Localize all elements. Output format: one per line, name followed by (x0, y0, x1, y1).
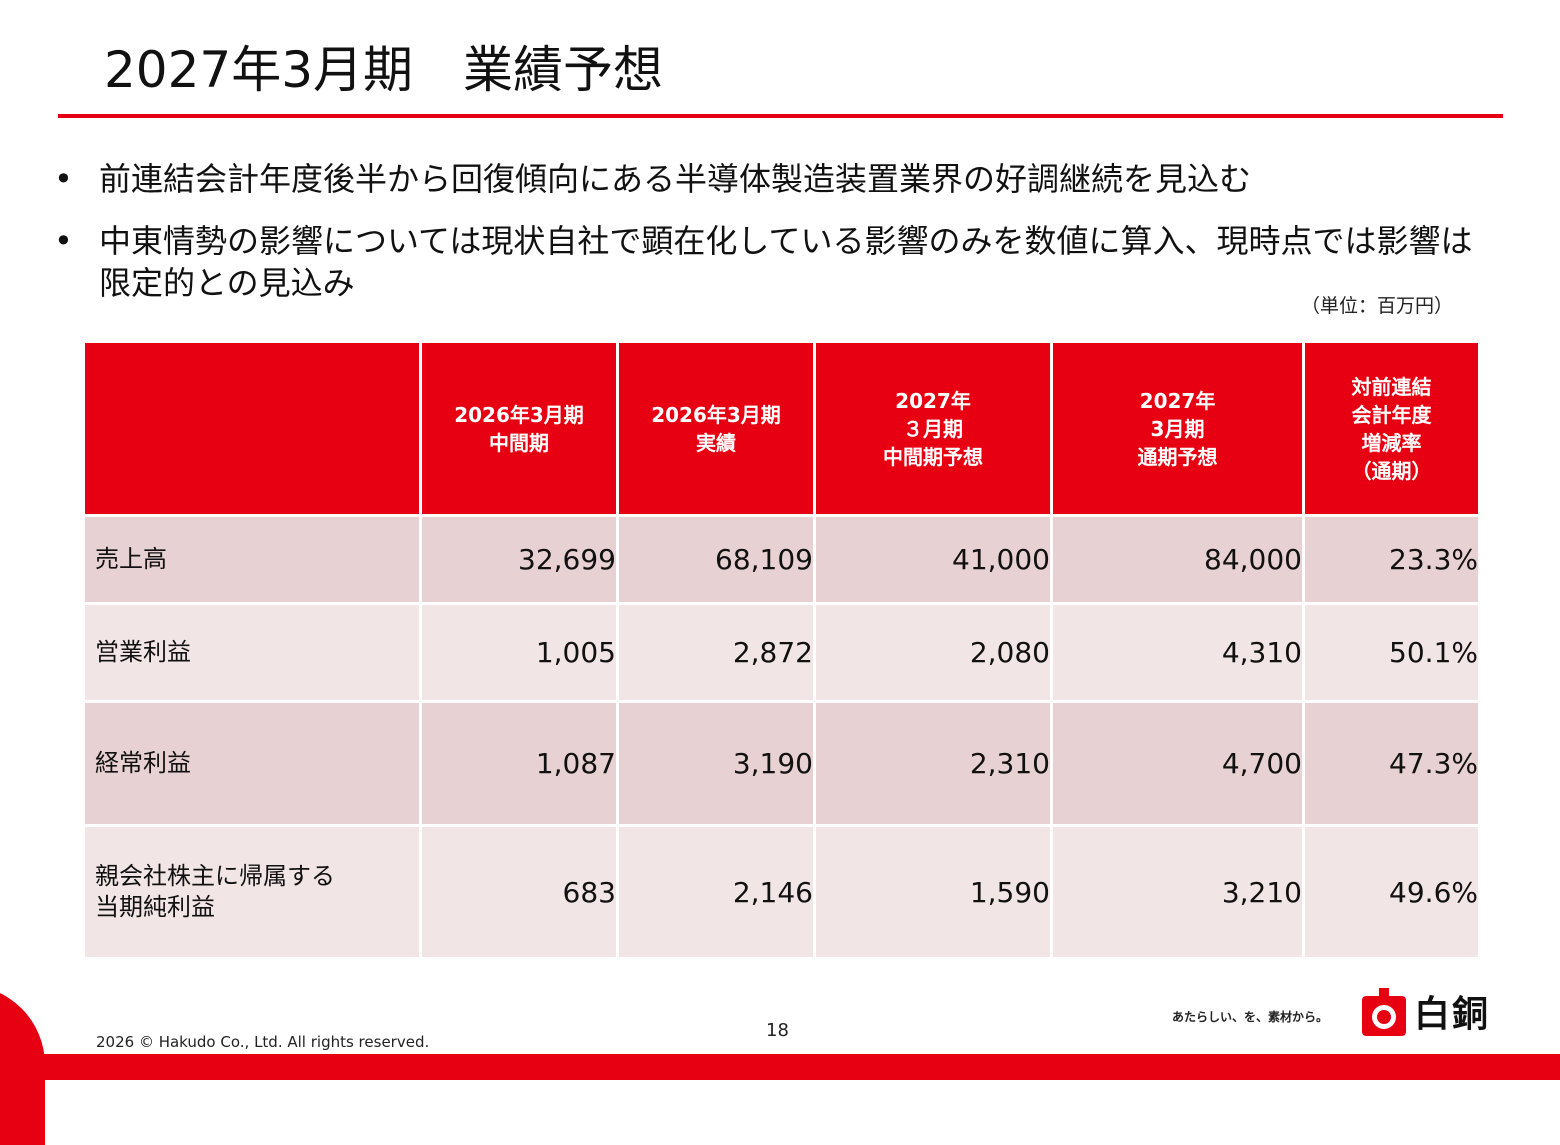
table-cell: 1,087 (419, 700, 619, 827)
table-cell: 683 (419, 824, 619, 960)
table-cell: 2,872 (616, 602, 816, 703)
table-cell: 4,310 (1050, 602, 1305, 703)
copyright-text: 2026 © Hakudo Co., Ltd. All rights reser… (96, 1033, 430, 1051)
bullet-dot: • (54, 160, 73, 198)
title-underline (58, 114, 1503, 118)
table-cell: 49.6% (1302, 824, 1481, 960)
table-cell: 2,080 (813, 602, 1053, 703)
bullet-dot: • (54, 222, 73, 260)
table-row: 経常利益 1,087 3,190 2,310 4,700 47.3% (82, 700, 1481, 827)
company-tagline: あたらしい、を、素材から。 (1172, 1010, 1329, 1024)
unit-note: （単位：百万円） (1300, 295, 1453, 317)
forecast-table: 2026年3月期 中間期 2026年3月期 実績 2027年 ３月期 中間期予想… (82, 340, 1481, 960)
page-number: 18 (766, 1020, 789, 1041)
table-cell: 84,000 (1050, 514, 1305, 605)
table-cell: 1,005 (419, 602, 619, 703)
bullet-list: • 前連結会計年度後半から回復傾向にある半導体製造装置業界の好調継続を見込む •… (50, 158, 1490, 324)
header-cell-fy2026-interim: 2026年3月期 中間期 (419, 340, 619, 517)
table-cell: 2,310 (813, 700, 1053, 827)
table-cell: 4,700 (1050, 700, 1305, 827)
bullet-item: • 前連結会計年度後半から回復傾向にある半導体製造装置業界の好調継続を見込む (50, 158, 1490, 200)
table-cell: 68,109 (616, 514, 816, 605)
header-cell-yoy-change: 対前連結 会計年度 増減率 （通期） (1302, 340, 1481, 517)
table-cell: 32,699 (419, 514, 619, 605)
table-cell: 1,590 (813, 824, 1053, 960)
header-cell-fy2026-actual: 2026年3月期 実績 (616, 340, 816, 517)
table-row: 売上高 32,699 68,109 41,000 84,000 23.3% (82, 514, 1481, 605)
table-cell: 2,146 (616, 824, 816, 960)
bullet-text: 中東情勢の影響については現状自社で顕在化している影響のみを数値に算入、現時点では… (99, 222, 1473, 302)
header-cell-empty (82, 340, 422, 517)
table-cell: 3,190 (616, 700, 816, 827)
header-cell-fy2027-full-forecast: 2027年 3月期 通期予想 (1050, 340, 1305, 517)
table-header-row: 2026年3月期 中間期 2026年3月期 実績 2027年 ３月期 中間期予想… (82, 340, 1481, 517)
row-label: 経常利益 (82, 700, 422, 827)
table-cell: 3,210 (1050, 824, 1305, 960)
table-cell: 47.3% (1302, 700, 1481, 827)
logo-text: 白銅 (1414, 994, 1491, 1035)
footer-bar (0, 1054, 1560, 1080)
page-title: 2027年3月期 業績予想 (104, 41, 664, 99)
bullet-item: • 中東情勢の影響については現状自社で顕在化している影響のみを数値に算入、現時点… (50, 220, 1490, 304)
table-cell: 41,000 (813, 514, 1053, 605)
hakudo-logo-icon (1362, 988, 1406, 1036)
bullet-text: 前連結会計年度後半から回復傾向にある半導体製造装置業界の好調継続を見込む (99, 160, 1252, 198)
row-label: 親会社株主に帰属する 当期純利益 (82, 824, 422, 960)
row-label: 営業利益 (82, 602, 422, 703)
table-row: 営業利益 1,005 2,872 2,080 4,310 50.1% (82, 602, 1481, 703)
table-row: 親会社株主に帰属する 当期純利益 683 2,146 1,590 3,210 4… (82, 824, 1481, 960)
table-cell: 23.3% (1302, 514, 1481, 605)
table-cell: 50.1% (1302, 602, 1481, 703)
row-label: 売上高 (82, 514, 422, 605)
header-cell-fy2027-interim-forecast: 2027年 ３月期 中間期予想 (813, 340, 1053, 517)
